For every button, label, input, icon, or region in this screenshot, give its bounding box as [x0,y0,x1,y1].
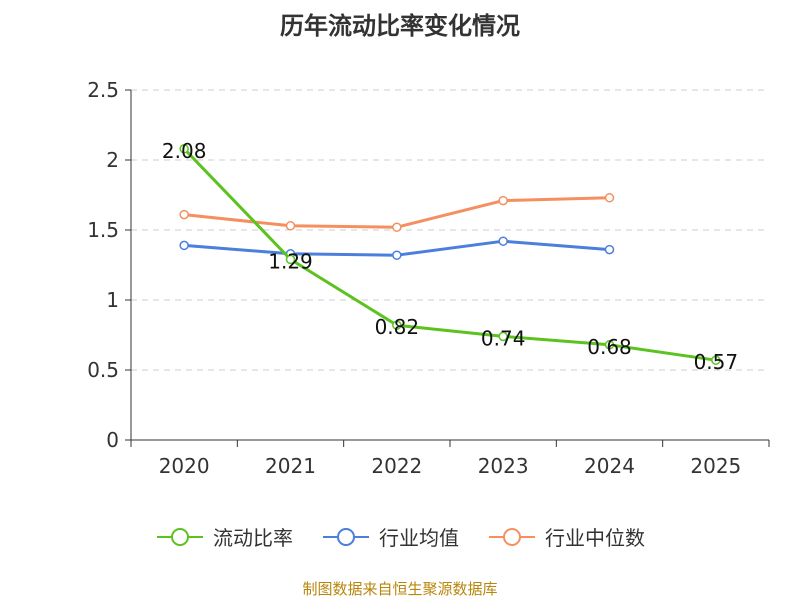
y-tick-label: 2 [106,148,119,172]
data-label: 0.57 [694,350,739,374]
series-line-0 [183,147,717,362]
y-tick-label: 1 [106,288,119,312]
data-point [179,240,189,251]
x-tick-label: 2021 [265,454,316,478]
legend-label-industry-mean: 行业均值 [379,526,459,550]
legend-label-current-ratio: 流动比率 [213,526,293,550]
data-point [604,193,615,203]
data-point [179,209,189,220]
data-point [604,244,615,255]
data-point [392,320,402,330]
y-tick-label: 2.5 [87,78,119,102]
legend-marker-industry-median [489,527,535,546]
data-point [711,355,721,365]
x-tick-label: 2022 [371,454,422,478]
data-point [604,340,615,350]
data-point [392,222,402,232]
legend-label-industry-median: 行业中位数 [545,526,645,550]
y-tick-label: 1.5 [87,218,119,242]
chart-title: 历年流动比率变化情况 [280,12,520,40]
legend-marker-industry-mean [323,527,369,546]
legend-marker-current-ratio [157,527,203,546]
data-point [285,221,296,231]
data-label: 0.68 [587,335,632,359]
data-point [498,195,508,206]
data-label: 2.08 [162,139,207,163]
x-tick-label: 2020 [159,454,210,478]
x-tick-label: 2025 [690,454,741,478]
data-label: 0.74 [481,326,526,350]
data-point [498,236,508,246]
legend-item-industry-median[interactable]: 行业中位数 [487,522,645,551]
legend-item-current-ratio[interactable]: 流动比率 [155,522,293,551]
data-point [392,250,402,260]
y-tick-label: 0.5 [87,358,119,382]
data-source-note: 制图数据来自恒生聚源数据库 [302,580,498,598]
data-point [179,144,189,154]
y-tick-label: 0 [106,428,119,452]
x-tick-label: 2023 [478,454,529,478]
data-label: 1.29 [268,249,313,273]
legend-item-industry-mean[interactable]: 行业均值 [321,522,459,551]
data-label: 0.82 [375,315,420,339]
chart-legend: 流动比率 行业均值 行业中位数 [0,522,800,551]
x-tick-label: 2024 [584,454,635,478]
data-point [285,254,296,265]
data-point [498,331,508,342]
